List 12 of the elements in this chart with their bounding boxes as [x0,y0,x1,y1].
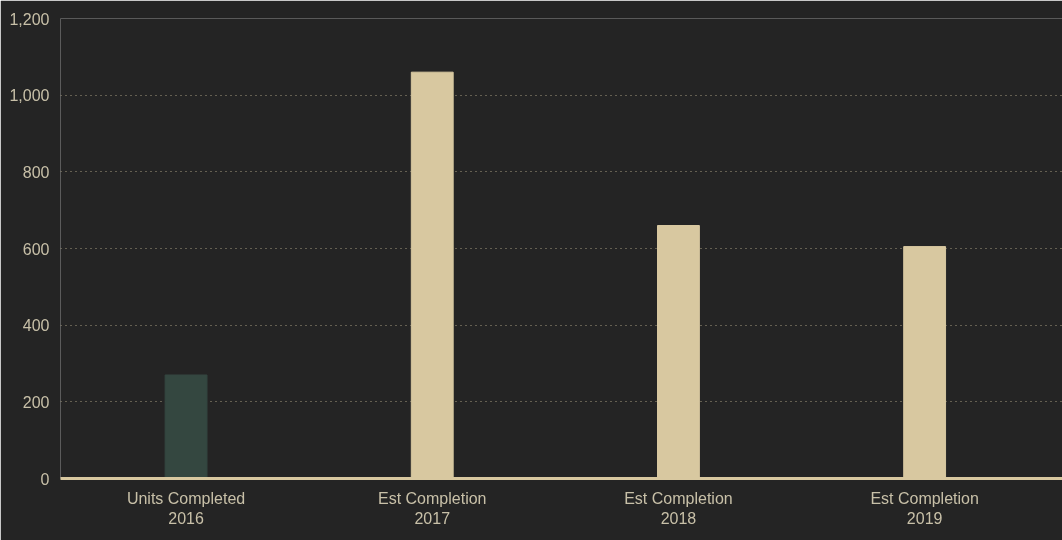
bar [164,374,208,479]
y-tick-label: 1,000 [9,87,50,105]
y-tick-label: 600 [22,240,50,258]
y-tick-label: 0 [40,470,50,488]
x-tick-label: Units Completed 2016 [126,489,246,527]
y-tick-label: 200 [22,393,50,411]
x-tick-label: Est Completion 2017 [378,489,487,527]
y-tick-label: 1,200 [9,10,50,28]
x-tick-label: Est Completion 2018 [624,489,733,527]
y-tick-label: 400 [22,317,50,335]
y-tick-label: 800 [22,163,50,181]
x-tick-label: Est Completion 2019 [870,489,979,527]
